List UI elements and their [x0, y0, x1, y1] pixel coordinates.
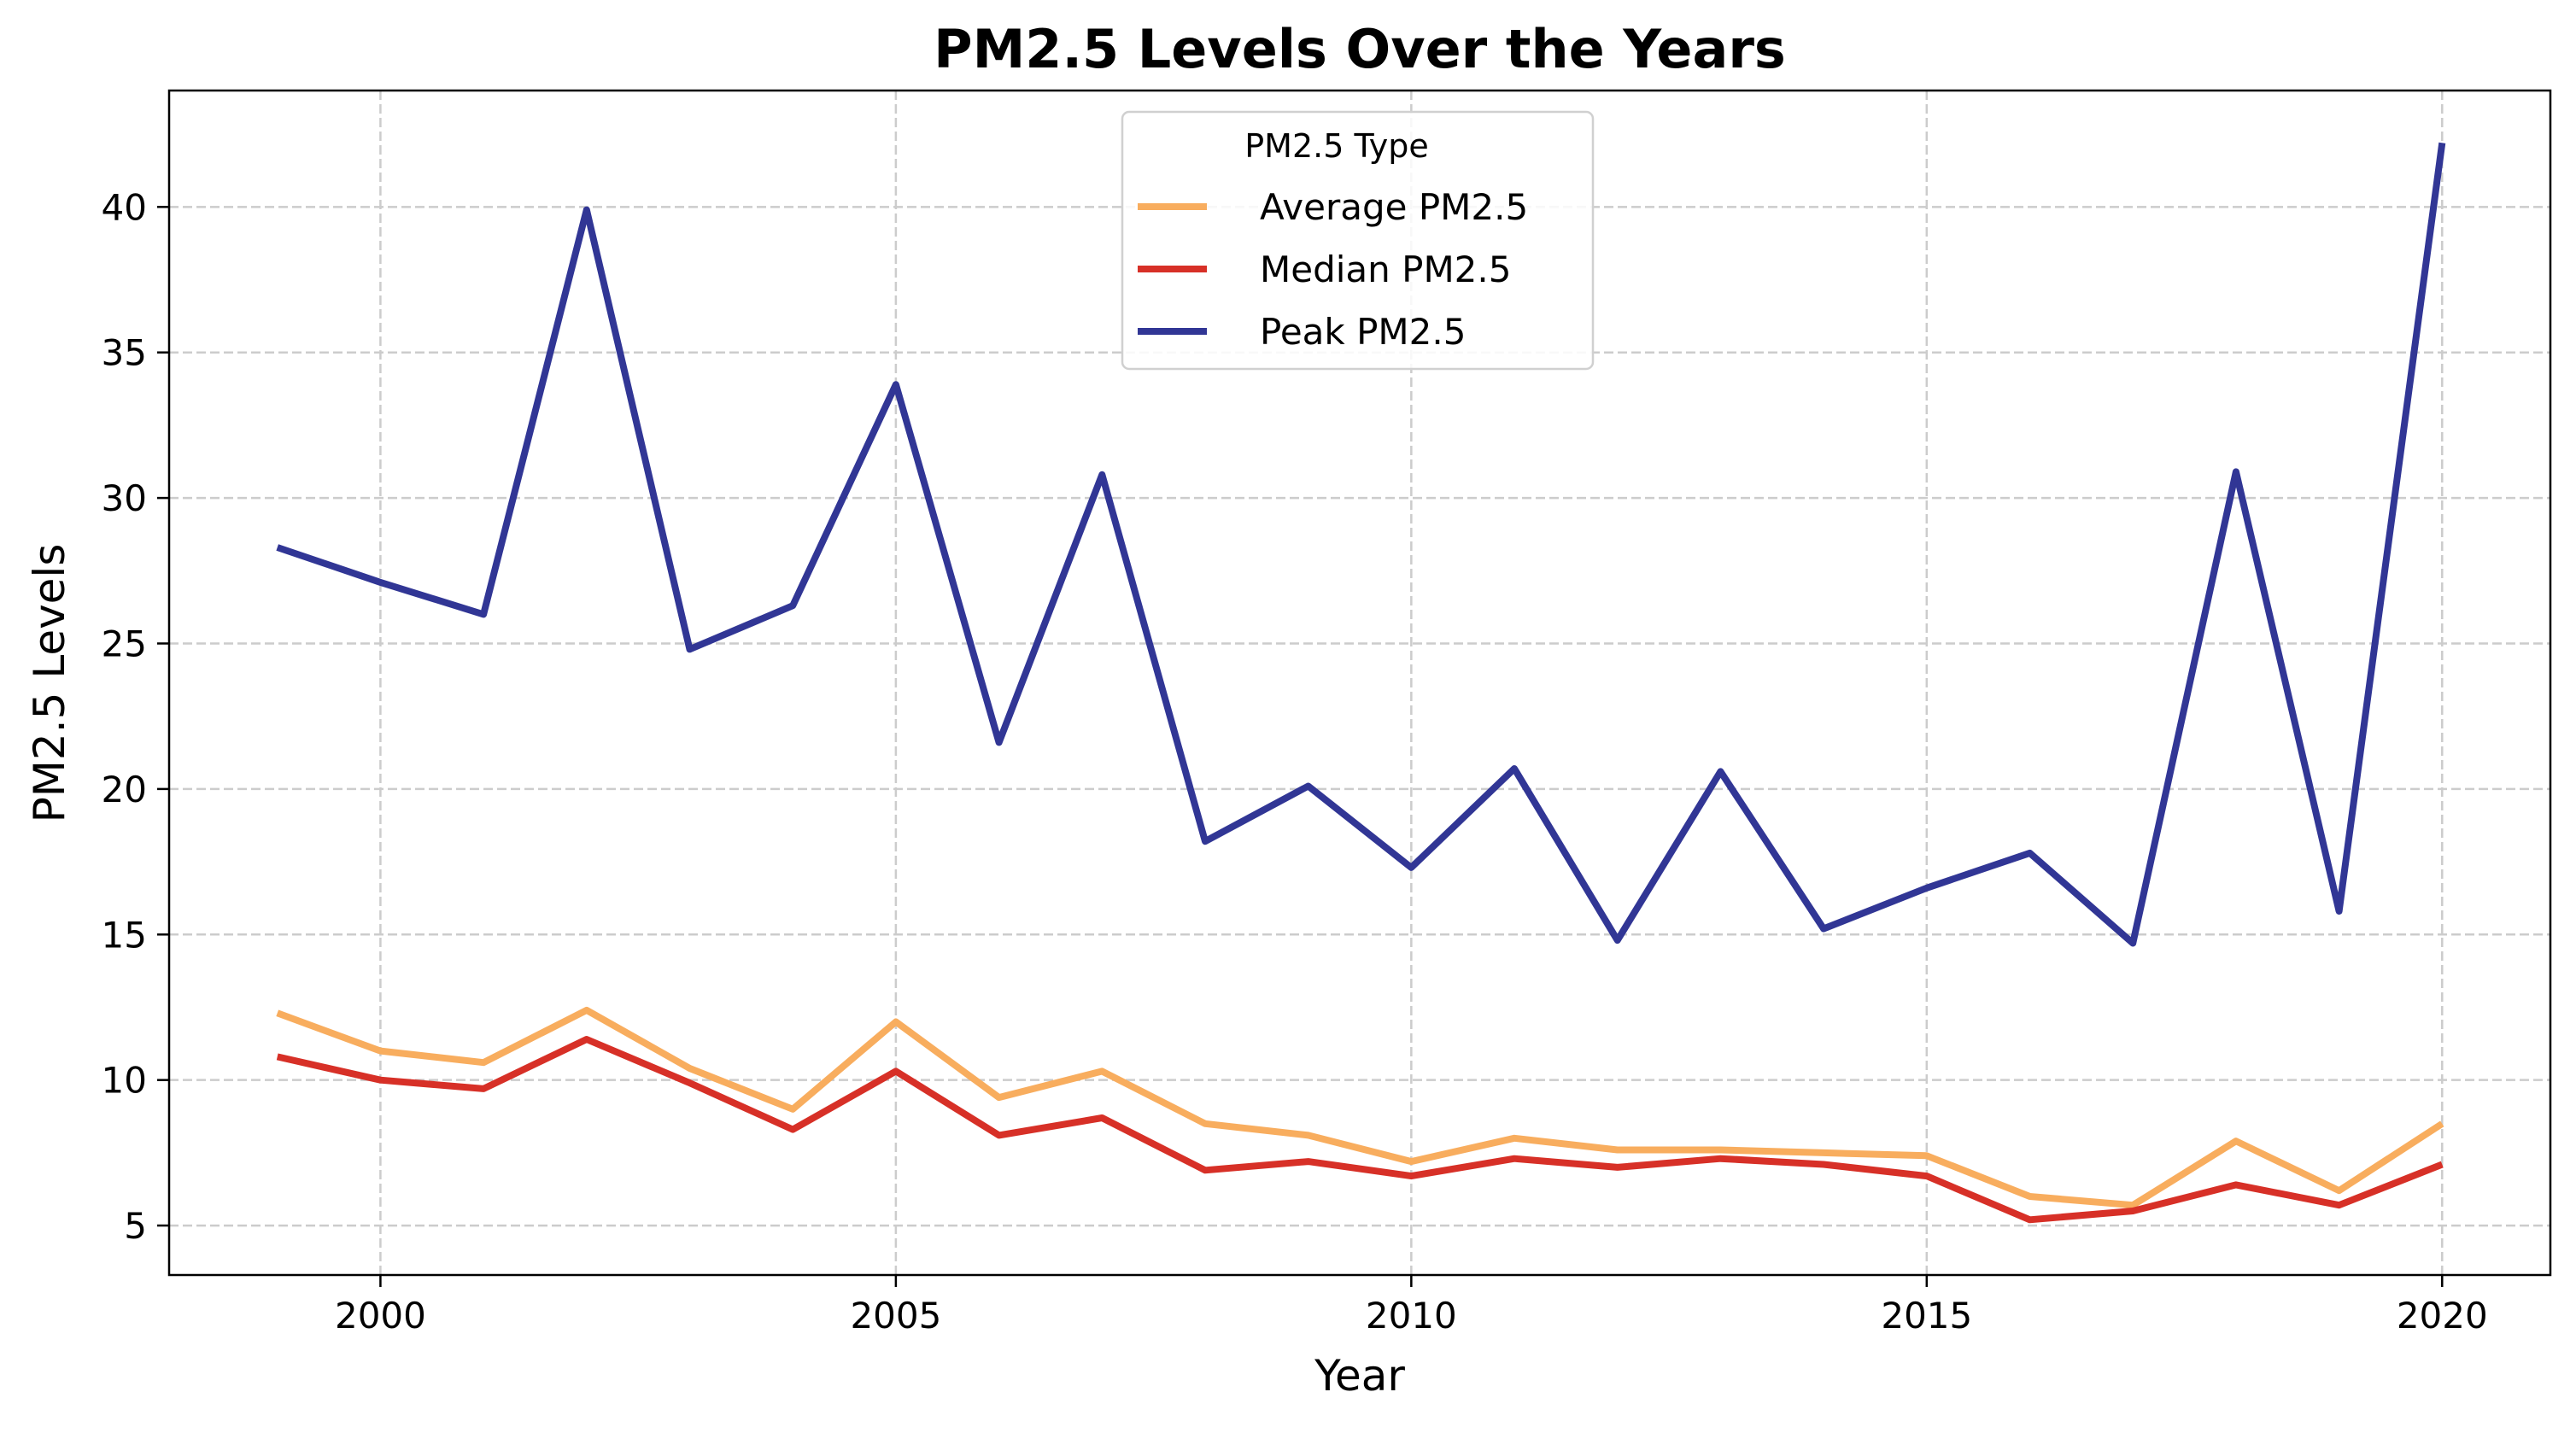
legend-label-median-pm2-5: Median PM2.5: [1260, 249, 1511, 290]
series-lines: [276, 142, 2446, 1224]
x-tick-label: 2005: [850, 1295, 941, 1336]
axis-ticks: 2000 2005 2010 2015 2020 5 10 15 20 25 30 35 40: [102, 186, 2488, 1336]
y-tick-label: 40: [102, 186, 147, 228]
legend: PM2.5 Type Average PM2.5 Median PM2.5 Peak…: [1121, 110, 1595, 371]
y-tick-label: 20: [102, 769, 147, 810]
chart-title: PM2.5 Levels Over the Years: [934, 18, 1786, 80]
y-tick-label: 10: [102, 1060, 147, 1102]
y-axis-label: PM2.5 Levels: [25, 544, 74, 823]
x-tick-label: 2020: [2397, 1295, 2488, 1336]
series-line-average-pm2-5: [276, 1006, 2444, 1209]
y-tick-label: 35: [102, 332, 147, 374]
y-tick-label: 5: [124, 1205, 147, 1247]
legend-box: [1121, 110, 1595, 371]
y-tick-label: 15: [102, 914, 147, 956]
plot-area-frame: [167, 89, 2552, 1277]
x-tick-label: 2010: [1366, 1295, 1457, 1336]
x-axis-label: Year: [1314, 1351, 1405, 1401]
series-line-median-pm2-5: [276, 1036, 2444, 1224]
legend-label-average-pm2-5: Average PM2.5: [1260, 186, 1528, 228]
x-tick-label: 2015: [1881, 1295, 1972, 1336]
legend-title: PM2.5 Type: [1244, 127, 1429, 165]
y-tick-label: 25: [102, 623, 147, 664]
y-tick-label: 30: [102, 477, 147, 519]
x-tick-label: 2000: [335, 1295, 426, 1336]
series-line-peak-pm2-5: [276, 142, 2446, 947]
legend-label-peak-pm2-5: Peak PM2.5: [1260, 311, 1466, 353]
